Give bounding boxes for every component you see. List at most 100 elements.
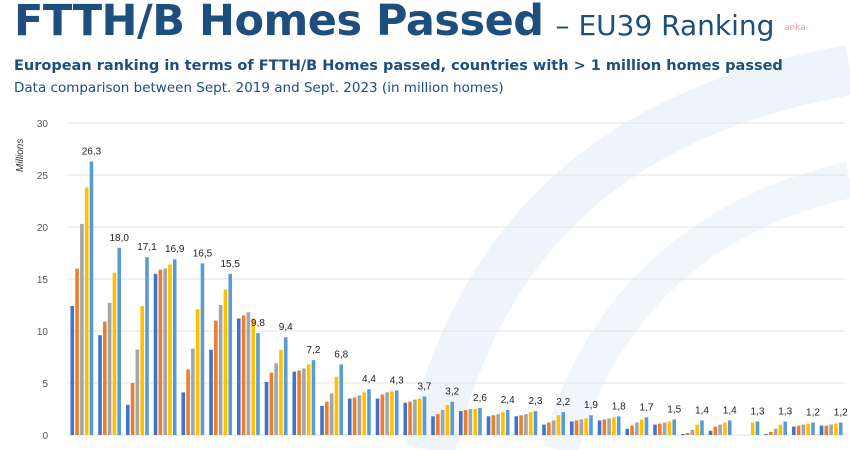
bar — [783, 421, 788, 435]
bar — [625, 428, 630, 435]
bar — [773, 428, 778, 435]
bar — [375, 398, 380, 435]
y-tick-label: 25 — [37, 171, 49, 182]
bar — [450, 401, 455, 435]
bar — [801, 424, 806, 435]
bar — [653, 424, 657, 435]
bar — [98, 335, 102, 435]
data-label: 4,4 — [362, 374, 376, 385]
bar — [292, 371, 297, 435]
bar — [117, 247, 122, 435]
y-tick-label: 15 — [37, 275, 49, 286]
data-label: 18,0 — [109, 233, 129, 244]
data-label: 1,5 — [667, 404, 681, 415]
bar — [579, 419, 584, 435]
data-label: 1,9 — [584, 400, 598, 411]
bar — [191, 348, 195, 435]
bar — [320, 405, 324, 435]
y-tick-label: 0 — [42, 431, 48, 442]
bar — [302, 368, 306, 435]
bar — [644, 417, 649, 435]
bar — [306, 364, 311, 435]
bar — [75, 268, 79, 435]
bar — [811, 422, 815, 435]
y-tick-label: 20 — [37, 223, 49, 234]
chart-description: Data comparison between Sept. 2019 and S… — [14, 80, 504, 96]
bar — [690, 429, 695, 435]
bar — [589, 415, 593, 435]
bar — [200, 263, 205, 435]
bar — [708, 430, 713, 435]
data-label: 1,2 — [806, 408, 820, 419]
bar — [264, 381, 269, 435]
data-label: 2,4 — [501, 395, 515, 406]
bar — [727, 420, 732, 435]
bar — [718, 424, 722, 435]
bar — [186, 369, 190, 435]
bar — [236, 318, 241, 435]
bar — [145, 257, 149, 435]
bar — [514, 416, 519, 435]
bar — [84, 187, 89, 435]
bar — [329, 393, 334, 435]
data-label: 2,3 — [529, 396, 543, 407]
bar — [431, 416, 435, 435]
bar — [556, 415, 561, 435]
bar — [422, 396, 427, 435]
bar — [130, 383, 135, 435]
data-label: 3,7 — [418, 382, 432, 393]
bar — [394, 390, 399, 435]
y-tick-label: 5 — [42, 379, 48, 390]
y-axis-label: Millions — [15, 139, 26, 172]
bar — [89, 161, 94, 436]
data-label: 1,4 — [695, 405, 709, 416]
bar — [153, 273, 158, 435]
bar — [478, 407, 482, 435]
bar — [367, 389, 371, 435]
bar — [824, 425, 829, 435]
bar — [616, 416, 621, 435]
bar — [501, 412, 505, 435]
bar — [168, 264, 172, 435]
data-label: 1,2 — [834, 408, 848, 419]
bar — [672, 419, 677, 435]
title-main: FTTH/B Homes Passed — [14, 0, 544, 46]
bar — [228, 273, 233, 435]
bar — [561, 412, 566, 435]
bar — [334, 376, 339, 435]
bar — [713, 426, 718, 435]
bar — [584, 418, 588, 435]
bar — [385, 392, 389, 435]
bar — [269, 372, 274, 435]
bar — [445, 404, 450, 435]
bar — [390, 391, 394, 435]
bar — [218, 305, 223, 435]
bar — [764, 433, 768, 435]
bar — [796, 425, 801, 435]
bar — [214, 320, 218, 435]
bar — [458, 411, 463, 435]
bar — [297, 370, 301, 435]
bar — [569, 421, 574, 435]
bar — [172, 259, 177, 435]
data-label: 15,5 — [220, 259, 240, 270]
bar — [519, 415, 523, 435]
bar — [524, 414, 528, 435]
bar — [602, 419, 607, 435]
bar — [791, 426, 796, 435]
data-label: 9,8 — [251, 318, 265, 329]
bar — [496, 414, 500, 435]
bar — [209, 349, 213, 435]
bar — [723, 422, 727, 435]
bar — [667, 421, 672, 435]
bar — [463, 410, 468, 435]
bar — [70, 306, 75, 435]
bar — [283, 337, 288, 435]
bar — [279, 349, 283, 435]
data-label: 1,8 — [612, 401, 626, 412]
bar — [551, 420, 556, 435]
bar — [630, 425, 634, 435]
bar — [769, 431, 773, 435]
